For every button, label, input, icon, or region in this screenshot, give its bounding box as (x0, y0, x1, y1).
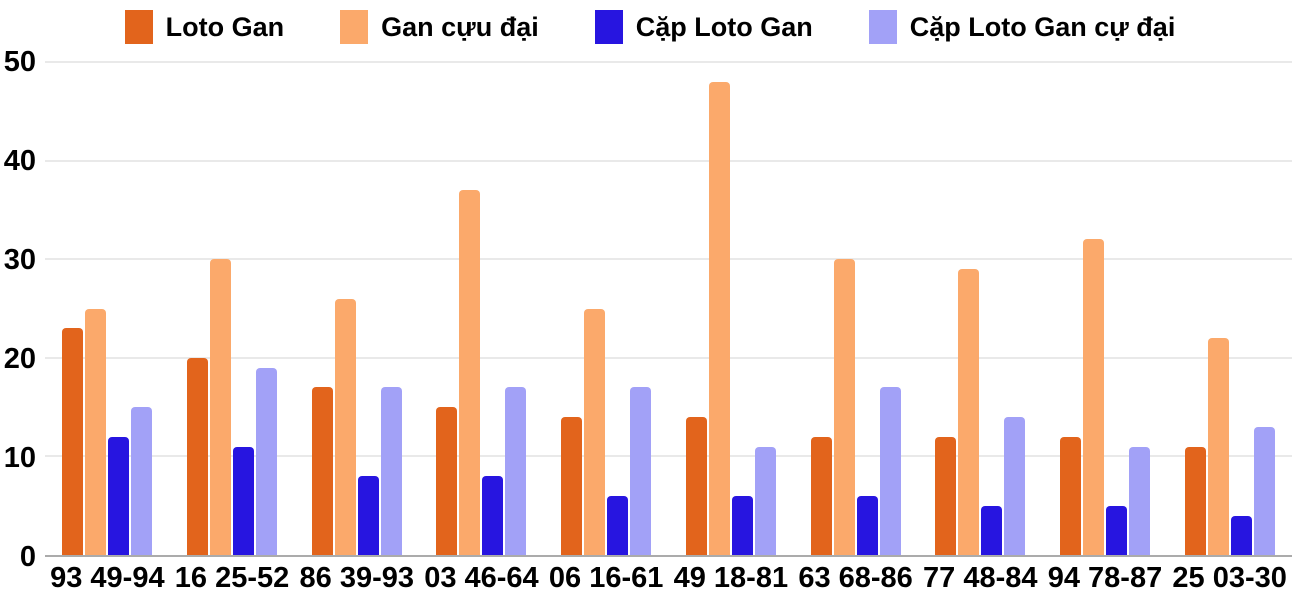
legend-label: Gan cựu đại (381, 11, 539, 42)
bar-cap-loto-gan-cu-ai-86-39-93[interactable] (380, 387, 402, 555)
bar-loto-gan-03-46-64[interactable] (436, 407, 458, 555)
y-tick-label-0: 0 (19, 541, 36, 573)
bar-cap-loto-gan-94-78-87[interactable] (1105, 505, 1127, 555)
bar-loto-gan-94-78-87[interactable] (1059, 436, 1081, 555)
x-tick-label-77-48-84: 77 48-84 (923, 562, 1038, 594)
y-tick-label-10: 10 (3, 442, 36, 474)
gridline-40 (45, 159, 1292, 162)
bar-cap-loto-gan-cu-ai-77-48-84[interactable] (1004, 416, 1026, 555)
x-tick-label-25-03-30: 25 03-30 (1172, 562, 1287, 594)
x-tick-label-94-78-87: 94 78-87 (1047, 562, 1163, 594)
bar-group-86-39-93 (294, 62, 419, 555)
bar-group-63-68-86 (793, 62, 918, 555)
x-tick-label-63-68-86: 63 68-86 (798, 562, 913, 594)
x-tick-label-03-46-64: 03 46-64 (424, 562, 539, 594)
legend-item-gan-cuu-ai: Gan cựu đại (340, 10, 539, 44)
x-tick-label-93-49-94: 93 49-94 (50, 562, 165, 594)
bar-gan-cuu-ai-49-18-81[interactable] (708, 81, 730, 555)
bar-gan-cuu-ai-63-68-86[interactable] (833, 259, 855, 555)
gridline-30 (45, 258, 1292, 261)
bars-layer (45, 62, 1292, 555)
gridline-20 (45, 356, 1292, 359)
bar-cap-loto-gan-86-39-93[interactable] (357, 476, 379, 555)
bar-loto-gan-93-49-94[interactable] (62, 328, 84, 555)
x-tick-label-49-18-81: 49 18-81 (673, 562, 789, 594)
y-tick-label-30: 30 (3, 244, 36, 276)
bar-cap-loto-gan-cu-ai-03-46-64[interactable] (505, 387, 527, 555)
bar-cap-loto-gan-63-68-86[interactable] (856, 495, 878, 555)
x-tick-label-86-39-93: 86 39-93 (299, 562, 415, 594)
bar-gan-cuu-ai-25-03-30[interactable] (1207, 338, 1229, 555)
y-tick-label-50: 50 (3, 46, 36, 78)
bar-cap-loto-gan-cu-ai-25-03-30[interactable] (1253, 426, 1275, 555)
bar-loto-gan-25-03-30[interactable] (1184, 446, 1206, 555)
bar-gan-cuu-ai-77-48-84[interactable] (958, 269, 980, 555)
bar-group-77-48-84 (918, 62, 1043, 555)
bar-loto-gan-06-16-61[interactable] (561, 416, 583, 555)
legend-swatch-gan-cuu-ai (340, 10, 369, 44)
bar-cap-loto-gan-cu-ai-63-68-86[interactable] (879, 387, 901, 555)
gridline-10 (45, 455, 1292, 458)
y-tick-label-20: 20 (3, 343, 36, 375)
bar-loto-gan-77-48-84[interactable] (935, 436, 957, 555)
bar-cap-loto-gan-cu-ai-93-49-94[interactable] (131, 407, 153, 555)
bar-gan-cuu-ai-86-39-93[interactable] (334, 298, 356, 555)
plot-area (45, 61, 1292, 557)
legend-label: Loto Gan (165, 11, 285, 42)
bar-cap-loto-gan-77-48-84[interactable] (981, 505, 1003, 555)
chart-legend: Loto Gan Gan cựu đại Cặp Loto Gan Cặp Loto … (0, 6, 1300, 48)
legend-swatch-loto-gan (124, 10, 153, 44)
bar-cap-loto-gan-cu-ai-16-25-52[interactable] (256, 367, 278, 555)
gridline-50 (45, 61, 1292, 63)
bar-gan-cuu-ai-93-49-94[interactable] (85, 308, 107, 555)
bar-cap-loto-gan-03-46-64[interactable] (482, 476, 504, 555)
x-tick-label-06-16-61: 06 16-61 (548, 562, 664, 594)
legend-label: Cặp Loto Gan cự đại (909, 11, 1176, 42)
bar-loto-gan-86-39-93[interactable] (311, 387, 333, 555)
bar-gan-cuu-ai-16-25-52[interactable] (210, 259, 232, 555)
bar-gan-cuu-ai-03-46-64[interactable] (459, 190, 481, 555)
legend-swatch-cap-loto-gan-cu-ai (868, 10, 897, 44)
x-tick-label-16-25-52: 16 25-52 (174, 562, 290, 594)
bar-cap-loto-gan-06-16-61[interactable] (607, 495, 629, 555)
bar-cap-loto-gan-cu-ai-06-16-61[interactable] (630, 387, 652, 555)
bar-loto-gan-63-68-86[interactable] (810, 436, 832, 555)
bar-group-06-16-61 (544, 62, 669, 555)
bar-group-94-78-87 (1043, 62, 1168, 555)
legend-label: Cặp Loto Gan (635, 11, 813, 42)
legend-swatch-cap-loto-gan (594, 10, 623, 44)
bar-loto-gan-49-18-81[interactable] (685, 416, 707, 555)
bar-gan-cuu-ai-06-16-61[interactable] (584, 308, 606, 555)
legend-item-cap-loto-gan: Cặp Loto Gan (594, 10, 813, 44)
bar-group-93-49-94 (45, 62, 170, 555)
bar-cap-loto-gan-93-49-94[interactable] (108, 436, 130, 555)
bar-group-03-46-64 (419, 62, 544, 555)
bar-cap-loto-gan-49-18-81[interactable] (731, 495, 753, 555)
bar-loto-gan-16-25-52[interactable] (187, 357, 209, 555)
bar-group-49-18-81 (669, 62, 794, 555)
bar-group-25-03-30 (1167, 62, 1292, 555)
bar-cap-loto-gan-cu-ai-49-18-81[interactable] (754, 446, 776, 555)
bar-cap-loto-gan-cu-ai-94-78-87[interactable] (1128, 446, 1150, 555)
bar-gan-cuu-ai-94-78-87[interactable] (1082, 239, 1104, 555)
bar-cap-loto-gan-16-25-52[interactable] (233, 446, 255, 555)
x-axis-labels: 93 49-94 16 25-52 86 39-93 03 46-64 06 16-61… (45, 561, 1292, 597)
bar-group-16-25-52 (170, 62, 295, 555)
legend-item-loto-gan: Loto Gan (124, 10, 285, 44)
bar-cap-loto-gan-25-03-30[interactable] (1230, 515, 1252, 555)
y-tick-label-40: 40 (3, 145, 36, 177)
legend-item-cap-loto-gan-cu-ai: Cặp Loto Gan cự đại (868, 10, 1176, 44)
